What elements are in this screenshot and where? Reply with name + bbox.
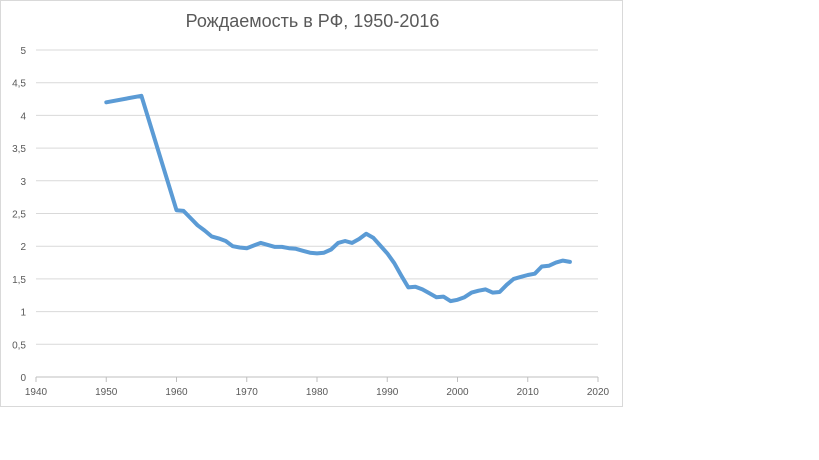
chart-title: Рождаемость в РФ, 1950-2016 (185, 11, 440, 31)
y-tick-label: 1,5 (12, 275, 26, 286)
y-tick-label: 4 (20, 111, 26, 122)
chart-area: Рождаемость в РФ, 1950-2016 0 0,5 1 1,5 2 2,5… (0, 0, 623, 407)
x-tick-label: 1990 (376, 387, 399, 398)
y-tick-label: 4,5 (12, 79, 26, 90)
x-tick-label: 2000 (446, 387, 469, 398)
y-tick-label: 2,5 (12, 210, 26, 221)
y-tick-label: 5 (20, 46, 26, 57)
line-chart: 0 0,5 1 1,5 2 2,5 3 3,5 4 4,5 5 1940 1950 1960 1970 198… (12, 46, 610, 398)
y-tick-label: 0,5 (12, 340, 26, 351)
x-tick-label: 1980 (306, 387, 329, 398)
x-tick-label: 1940 (25, 387, 48, 398)
series-line (104, 93, 572, 304)
x-tick-label: 1950 (95, 387, 118, 398)
y-tick-label: 0 (20, 373, 26, 384)
x-tick-label: 1960 (165, 387, 188, 398)
x-tick-label: 2010 (517, 387, 540, 398)
y-tick-label: 2 (20, 242, 26, 253)
y-tick-label: 3,5 (12, 144, 26, 155)
x-tick-label: 1970 (236, 387, 259, 398)
y-tick-label: 1 (20, 308, 26, 319)
x-tick-label: 2020 (587, 387, 610, 398)
y-tick-label: 3 (20, 177, 26, 188)
